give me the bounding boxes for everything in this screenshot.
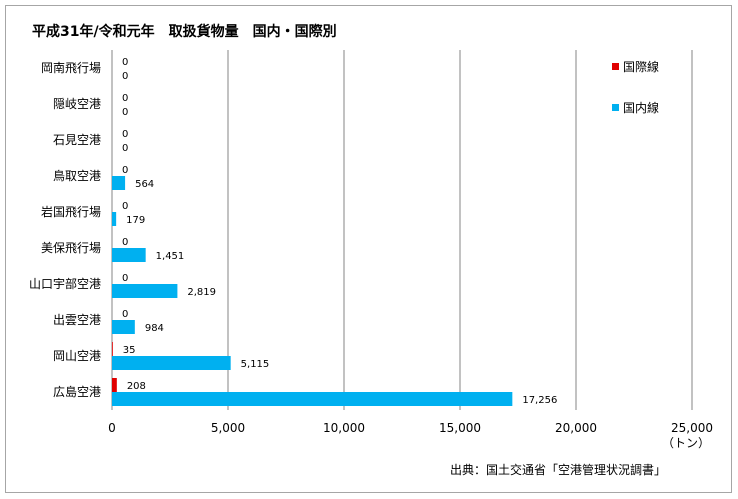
x-tick-label: 25,000 (671, 421, 713, 435)
data-label-international: 0 (122, 237, 128, 248)
bar-domestic (112, 392, 513, 406)
category-label: 美保飛行場 (41, 241, 101, 255)
data-label-international: 0 (122, 93, 128, 104)
data-label-domestic: 0 (122, 143, 128, 154)
chart-title: 平成31年/令和元年 取扱貨物量 国内・国際別 (32, 23, 337, 40)
source-note: 出典：国土交通省「空港管理状況調書」 (450, 462, 666, 477)
category-labels: 岡南飛行場隠岐空港石見空港鳥取空港岩国飛行場美保飛行場山口宇部空港出雲空港岡山空… (29, 60, 101, 399)
data-label-international: 0 (122, 309, 128, 320)
category-label: 石見空港 (53, 133, 101, 147)
data-label-domestic: 179 (126, 215, 145, 226)
data-label-international: 0 (122, 129, 128, 140)
data-label-domestic: 564 (135, 179, 154, 190)
bar-domestic (112, 176, 126, 190)
category-label: 岩国飛行場 (41, 204, 101, 219)
bar-international (112, 378, 117, 392)
gridlines (227, 50, 693, 410)
bars (112, 176, 513, 406)
bar-domestic (112, 356, 231, 370)
bar-domestic (112, 212, 117, 226)
data-label-domestic: 17,256 (522, 395, 557, 406)
chart: 平成31年/令和元年 取扱貨物量 国内・国際別 0 0 0 0 0 0 0 564 0 179 0 1… (29, 23, 713, 477)
bar-domestic (112, 248, 146, 262)
category-label: 広島空港 (53, 384, 101, 399)
data-label-international: 0 (122, 165, 128, 176)
data-label-domestic: 984 (145, 323, 164, 334)
x-tick-label: 10,000 (323, 421, 365, 435)
legend-swatch-international (612, 63, 619, 70)
data-label-domestic: 5,115 (241, 359, 270, 370)
category-label: 岡山空港 (53, 349, 101, 363)
tick-labels: 0 5,000 10,000 15,000 20,000 25,000 (108, 421, 713, 435)
legend: 国際線 国内線 (612, 59, 659, 115)
data-label-international: 0 (122, 273, 128, 284)
bar-domestic (112, 320, 135, 334)
category-label: 鳥取空港 (53, 168, 101, 183)
x-tick-label: 15,000 (439, 421, 481, 435)
data-label-international: 0 (122, 57, 128, 68)
legend-label-domestic: 国内線 (623, 100, 659, 115)
data-label-domestic: 2,819 (187, 287, 216, 298)
x-tick-label: 5,000 (211, 421, 245, 435)
data-label-domestic: 1,451 (156, 251, 185, 262)
legend-swatch-domestic (612, 104, 619, 111)
unit-label: （トン） (662, 436, 710, 450)
data-label-international: 208 (127, 381, 146, 392)
data-label-international: 35 (123, 345, 136, 356)
legend-label-international: 国際線 (623, 59, 659, 74)
bar-international (112, 342, 113, 356)
category-label: 山口宇部空港 (29, 276, 101, 291)
value-labels: 0 0 0 0 0 0 0 564 0 179 0 1,451 0 2,819 0 984 35 5,115 208… (122, 57, 557, 406)
data-label-domestic: 0 (122, 107, 128, 118)
bar-domestic (112, 284, 178, 298)
chart-frame: 平成31年/令和元年 取扱貨物量 国内・国際別 0 0 0 0 0 0 0 564 0 179 0 1… (5, 5, 732, 493)
category-label: 岡南飛行場 (41, 60, 101, 75)
x-tick-label: 0 (108, 421, 116, 435)
data-label-domestic: 0 (122, 71, 128, 82)
data-label-international: 0 (122, 201, 128, 212)
category-label: 隠岐空港 (53, 97, 101, 111)
category-label: 出雲空港 (53, 313, 101, 327)
x-tick-label: 20,000 (555, 421, 597, 435)
